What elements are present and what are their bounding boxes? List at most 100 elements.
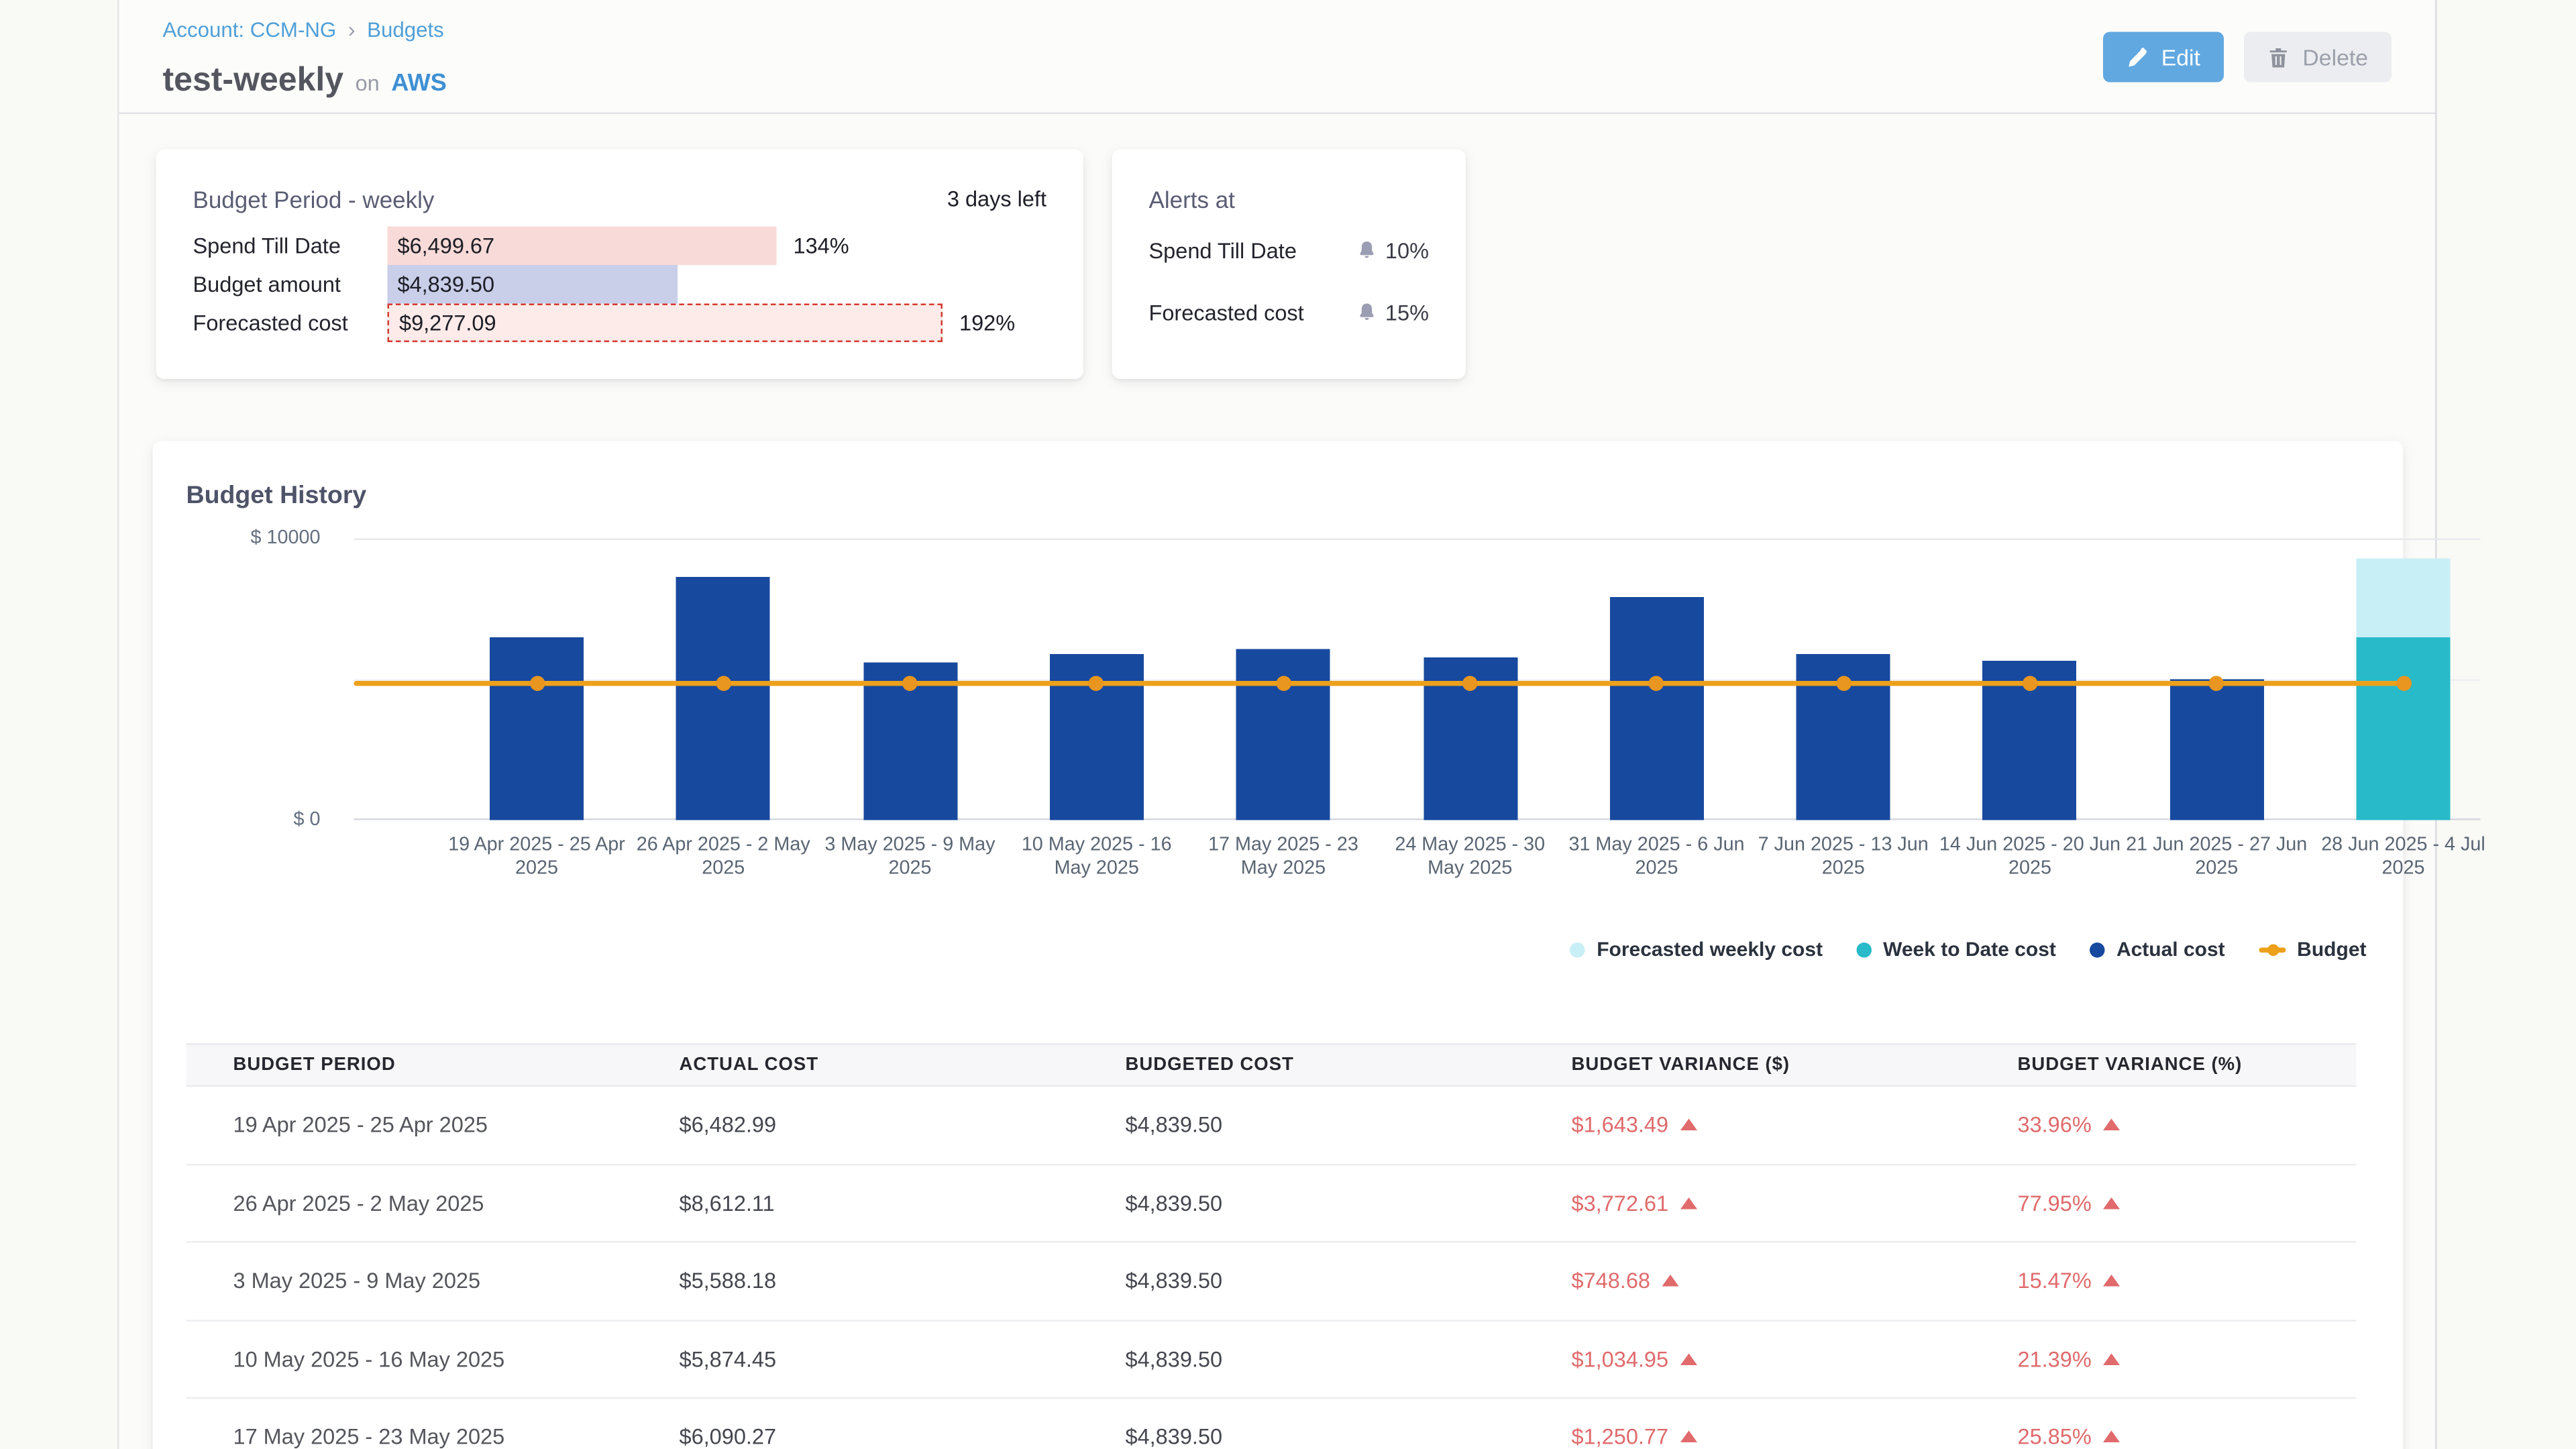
cell-budget-variance-usd: $748.68 (1525, 1269, 1971, 1293)
triangle-up-icon (2103, 1352, 2121, 1365)
triangle-up-icon (2103, 1275, 2121, 1287)
cell-actual-cost: $6,090.27 (679, 1424, 777, 1449)
triangle-up-icon (2103, 1119, 2121, 1131)
bell-icon (1360, 303, 1374, 320)
table-row[interactable]: 17 May 2025 - 23 May 2025 $6,090.27 $4,839… (186, 1399, 2357, 1449)
forecast-value: $9,277.09 (399, 310, 496, 336)
table-header-cell: BUDGET PERIOD (233, 1055, 396, 1075)
budget-history-chart: $ 10000 $ 0 (251, 529, 2481, 830)
actual-cost-bar[interactable] (2169, 679, 2264, 820)
cell-actual-cost: $6,482.99 (679, 1112, 777, 1138)
actual-cost-bar[interactable] (1236, 648, 1330, 820)
table-row[interactable]: 10 May 2025 - 16 May 2025 $5,874.45 $4,839… (186, 1321, 2357, 1399)
budget-point[interactable] (1835, 676, 1851, 692)
cell-budget-period: 19 Apr 2025 - 25 Apr 2025 (233, 1112, 488, 1138)
delete-button[interactable]: Delete (2243, 32, 2392, 83)
triangle-up-icon (2103, 1197, 2121, 1209)
x-axis-category-label: 28 Jun 2025 - 4 Jul 2025 (2321, 835, 2485, 879)
budget-period-row: Budget amount $4,839.50 (156, 265, 1084, 304)
breadcrumb-account-link[interactable]: Account: CCM-NG (162, 17, 337, 42)
delete-button-label: Delete (2302, 44, 2368, 70)
actual-cost-bar[interactable] (676, 577, 771, 820)
x-axis-category-label: 24 May 2025 - 30 May 2025 (1395, 835, 1546, 879)
budget-period-row-label: Forecasted cost (193, 310, 348, 336)
legend-label: Week to Date cost (1883, 937, 2056, 961)
table-row[interactable]: 26 Apr 2025 - 2 May 2025 $8,612.11 $4,839.… (186, 1165, 2357, 1243)
actual-cost-bar[interactable] (490, 637, 584, 820)
budget-point[interactable] (1462, 676, 1478, 692)
budget-value: $4,839.50 (397, 272, 495, 297)
budget-point[interactable] (715, 676, 731, 692)
main-panel: Account: CCM-NG › Budgets test-weekly on… (117, 0, 2485, 1449)
chevron-right-icon: › (347, 17, 356, 42)
spend-percent: 134% (793, 233, 849, 259)
x-axis-category-label: 14 Jun 2025 - 20 Jun 2025 (1939, 835, 2121, 879)
table-header-cell: BUDGET VARIANCE (%) (2017, 1055, 2243, 1075)
legend-item-budget[interactable]: Budget (2258, 938, 2367, 961)
budget-period-card: Budget Period - weekly 3 days left Spend… (156, 149, 1084, 379)
breadcrumb-budgets-link[interactable]: Budgets (367, 17, 444, 42)
cell-budgeted-cost: $4,839.50 (1125, 1190, 1223, 1216)
triangle-up-icon (1662, 1275, 1679, 1287)
days-left-label: 3 days left (947, 186, 1046, 212)
legend-label: Actual cost (2116, 937, 2225, 961)
budget-period-row: Spend Till Date $6,499.67 134% (156, 226, 1084, 265)
header-actions: Edit Delete (2102, 32, 2392, 83)
y-axis-top-label: $ 10000 (250, 528, 321, 549)
legend-label: Forecasted weekly cost (1597, 937, 1823, 961)
cell-actual-cost: $5,588.18 (679, 1268, 777, 1294)
x-axis-line (354, 818, 2481, 820)
table-row[interactable]: 3 May 2025 - 9 May 2025 $5,588.18 $4,839.5… (186, 1243, 2357, 1321)
cell-actual-cost: $8,612.11 (679, 1190, 775, 1216)
x-axis-labels: 19 Apr 2025 - 25 Apr 2025 26 Apr 2025 - 2… (354, 834, 2485, 904)
cell-budget-period: 17 May 2025 - 23 May 2025 (233, 1424, 505, 1449)
breadcrumb: Account: CCM-NG › Budgets (163, 17, 444, 42)
alert-row: Spend Till Date 10% (1149, 235, 1430, 265)
table-row[interactable]: 19 Apr 2025 - 25 Apr 2025 $6,482.99 $4,839… (186, 1087, 2357, 1165)
cell-budget-variance-usd: $1,250.77 (1525, 1424, 1971, 1449)
budget-point[interactable] (1275, 676, 1291, 692)
gridline-10000 (354, 538, 2481, 540)
cell-budgeted-cost: $4,839.50 (1125, 1346, 1223, 1372)
budget-point[interactable] (1089, 676, 1104, 692)
budget-bar: $4,839.50 (387, 265, 678, 304)
cell-budget-variance-pct: 33.96% (1971, 1112, 2357, 1138)
alert-percent: 10% (1385, 237, 1429, 263)
budget-point[interactable] (529, 676, 545, 692)
x-axis-category-label: 21 Jun 2025 - 27 Jun 2025 (2126, 835, 2308, 879)
budget-point[interactable] (2022, 676, 2038, 692)
budget-history-table: BUDGET PERIOD ACTUAL COST BUDGETED COST BUD… (186, 1043, 2357, 1449)
chart-legend: Forecasted weekly cost Week to Date cost A… (1570, 937, 2367, 961)
triangle-up-icon (1680, 1197, 1697, 1209)
x-axis-category-label: 19 Apr 2025 - 25 Apr 2025 (448, 835, 625, 879)
legend-item-week-to-date-cost[interactable]: Week to Date cost (1856, 938, 2056, 961)
table-header-cell: ACTUAL COST (679, 1055, 819, 1075)
budget-point[interactable] (902, 676, 918, 692)
x-axis-category-label: 26 Apr 2025 - 2 May 2025 (636, 835, 810, 879)
x-axis-category-label: 31 May 2025 - 6 Jun 2025 (1568, 835, 1745, 879)
budget-point[interactable] (2396, 676, 2411, 692)
budget-point[interactable] (1649, 676, 1664, 692)
cell-budget-variance-pct: 15.47% (1971, 1269, 2357, 1293)
cell-budget-period: 10 May 2025 - 16 May 2025 (233, 1346, 505, 1372)
edit-button-label: Edit (2161, 44, 2200, 70)
actual-cost-bar[interactable] (1609, 597, 1704, 820)
budget-period-title: Budget Period - weekly (193, 186, 435, 213)
spend-value: $6,499.67 (397, 233, 495, 259)
legend-item-forecasted-weekly-cost[interactable]: Forecasted weekly cost (1570, 938, 1823, 961)
legend-line-marker (2258, 943, 2286, 955)
pencil-icon (2128, 46, 2147, 66)
legend-item-actual-cost[interactable]: Actual cost (2089, 937, 2225, 961)
cell-budget-variance-usd: $1,643.49 (1525, 1112, 1971, 1138)
trash-icon (2269, 47, 2287, 67)
budget-period-row-label: Budget amount (193, 272, 341, 297)
cell-budgeted-cost: $4,839.50 (1125, 1424, 1223, 1449)
alert-percent: 15% (1385, 299, 1429, 325)
week-to-date-bar[interactable] (2356, 637, 2451, 820)
budget-point[interactable] (2208, 676, 2224, 692)
alert-row: Forecasted cost 15% (1149, 297, 1430, 327)
alert-label: Forecasted cost (1148, 299, 1304, 325)
forecasted-weekly-bar[interactable] (2356, 558, 2451, 637)
edit-button[interactable]: Edit (2102, 32, 2224, 83)
